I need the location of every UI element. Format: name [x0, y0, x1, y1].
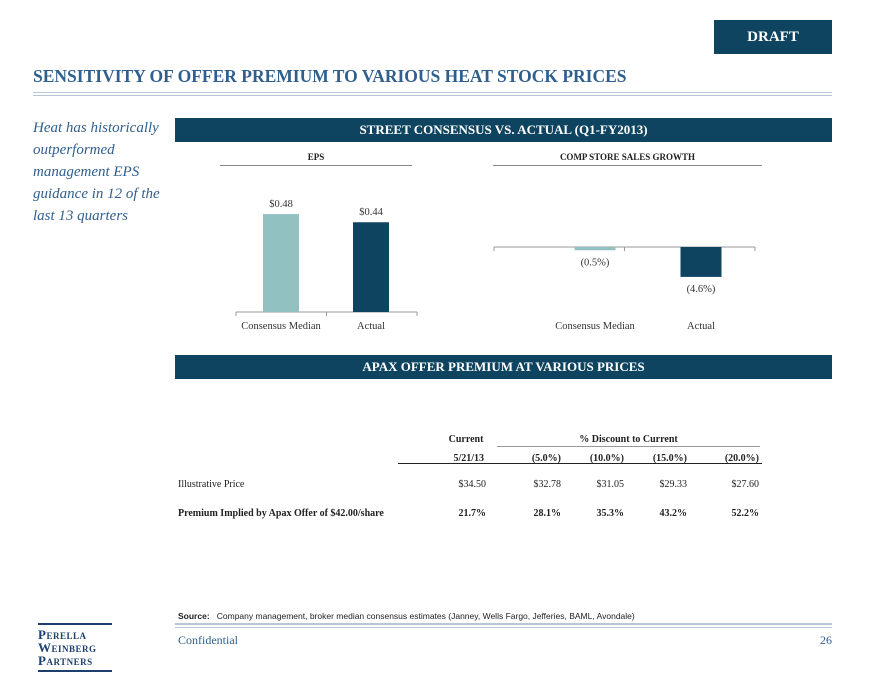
title-divider	[33, 92, 832, 93]
category-label: Consensus Median	[241, 321, 321, 332]
table-cell: 43.2%	[659, 508, 688, 519]
table-cell: 21.7%	[458, 508, 487, 519]
source-note: Source: Company management, broker media…	[178, 611, 635, 621]
bar-consensus-median	[574, 247, 616, 251]
logo-line: Perella	[38, 627, 87, 642]
footer-divider	[175, 623, 832, 625]
page-title: SENSITIVITY OF OFFER PREMIUM TO VARIOUS …	[33, 66, 627, 86]
data-label: $0.44	[359, 207, 383, 218]
current-header: Current	[448, 434, 484, 445]
charts: $0.48 Consensus Median $0.44 Actual (0.5%) Co…	[235, 199, 756, 332]
eps-title-underline	[220, 165, 412, 166]
table-cell: $34.50	[458, 479, 487, 490]
table-cell: $32.78	[533, 479, 562, 490]
sidebar-note: Heat has historically outperformed manag…	[33, 120, 160, 224]
company-logo: Perella Weinberg Partners	[38, 623, 112, 672]
bar-actual	[353, 222, 389, 312]
banner-street-consensus: STREET CONSENSUS VS. ACTUAL (Q1-FY2013)	[175, 118, 832, 142]
draft-badge: DRAFT	[714, 20, 832, 54]
comp-title-underline	[493, 165, 762, 166]
table-cell: $29.33	[659, 479, 688, 490]
column-header: (10.0%)	[589, 453, 624, 464]
table-cell: $27.60	[731, 479, 760, 490]
table-cell: 35.3%	[596, 508, 625, 519]
confidential-label: Confidential	[178, 633, 238, 647]
source-text: Company management, broker median consen…	[216, 611, 635, 621]
category-label: Consensus Median	[555, 321, 635, 332]
header-underline	[398, 463, 762, 464]
column-header: 5/21/13	[453, 453, 484, 464]
logo-line: Weinberg	[38, 640, 97, 655]
bar-actual	[680, 247, 722, 277]
category-label: Actual	[357, 321, 385, 332]
data-label: (0.5%)	[581, 257, 610, 268]
source-label: Source:	[178, 611, 210, 621]
page-number: 26	[820, 633, 832, 647]
column-header: (20.0%)	[724, 453, 759, 464]
table-cell: 28.1%	[533, 508, 562, 519]
data-label: (4.6%)	[687, 284, 716, 295]
row-label: Illustrative Price	[178, 479, 245, 490]
logo-line: Partners	[38, 653, 93, 668]
banner-apax-premium: APAX OFFER PREMIUM AT VARIOUS PRICES	[175, 355, 832, 379]
category-label: Actual	[687, 321, 715, 332]
row-label: Premium Implied by Apax Offer of $42.00/…	[178, 508, 384, 519]
bar-consensus-median	[263, 214, 299, 312]
eps-chart-title: EPS	[307, 152, 325, 162]
discount-header-line	[497, 446, 760, 447]
column-header: (5.0%)	[531, 453, 561, 464]
column-header: (15.0%)	[652, 453, 687, 464]
footer-divider-2	[175, 627, 832, 628]
comp-chart-title: COMP STORE SALES GROWTH	[559, 152, 696, 162]
table-cell: $31.05	[596, 479, 625, 490]
table-cell: 52.2%	[731, 508, 760, 519]
title-divider-2	[33, 95, 832, 96]
data-label: $0.48	[269, 199, 293, 210]
discount-header: % Discount to Current	[579, 434, 678, 445]
